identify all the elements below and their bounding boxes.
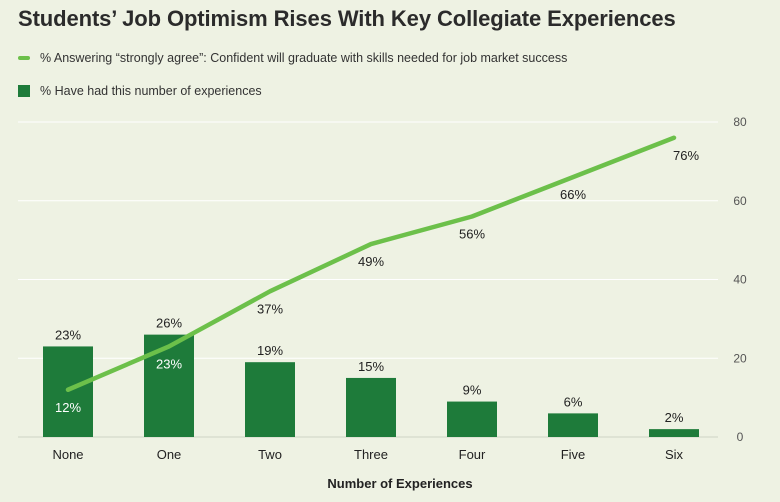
bar-data-label: 9% bbox=[463, 383, 482, 398]
bar-data-label: 2% bbox=[665, 410, 684, 425]
x-tick-label: Six bbox=[665, 447, 684, 462]
x-tick-label: Five bbox=[561, 447, 586, 462]
legend-item-line: % Answering “strongly agree”: Confident … bbox=[18, 50, 567, 66]
bar bbox=[447, 401, 497, 437]
bar bbox=[245, 362, 295, 437]
x-tick-label: None bbox=[52, 447, 83, 462]
chart-title: Students’ Job Optimism Rises With Key Co… bbox=[18, 6, 676, 31]
bar bbox=[346, 377, 396, 437]
line-data-label: 23% bbox=[156, 356, 182, 371]
line-layer bbox=[65, 135, 677, 392]
legend-line-label: % Answering “strongly agree”: Confident … bbox=[40, 51, 568, 65]
bar-data-label: 6% bbox=[564, 394, 583, 409]
x-tick-label: Four bbox=[459, 447, 486, 462]
legend-bar-label: % Have had this number of experiences bbox=[40, 84, 262, 98]
y-tick-label: 40 bbox=[733, 273, 747, 287]
chart-legend: % Answering “strongly agree”: Confident … bbox=[18, 50, 567, 116]
legend-bar-swatch bbox=[18, 85, 30, 97]
y-tick-label: 0 bbox=[737, 430, 744, 444]
y-tick-label: 60 bbox=[733, 194, 747, 208]
legend-line-swatch bbox=[18, 56, 30, 60]
label-layer: 23% 26% 19% 15% 9% 6% 2% 12% 23% 37% 49% 56% 66% 76% bbox=[55, 148, 699, 425]
x-tick-label: Two bbox=[258, 447, 282, 462]
grid-layer: 0 20 40 60 80 None One Two Three Four Five Six bbox=[18, 115, 747, 462]
x-tick-label: Three bbox=[354, 447, 388, 462]
legend-item-bar: % Have had this number of experiences bbox=[18, 83, 567, 99]
bar-data-label: 23% bbox=[55, 327, 81, 342]
bar-layer bbox=[43, 334, 699, 437]
line-data-label: 66% bbox=[560, 187, 586, 202]
x-axis-title: Number of Experiences bbox=[327, 476, 472, 491]
line-data-label: 56% bbox=[459, 227, 485, 242]
series-line bbox=[65, 135, 677, 392]
y-tick-label: 80 bbox=[733, 115, 747, 129]
bar-data-label: 26% bbox=[156, 316, 182, 331]
bar bbox=[144, 334, 194, 437]
bar-data-label: 19% bbox=[257, 343, 283, 358]
bar-data-label: 15% bbox=[358, 359, 384, 374]
line-data-label: 37% bbox=[257, 301, 283, 316]
line-data-label: 76% bbox=[673, 148, 699, 163]
x-tick-label: One bbox=[157, 447, 182, 462]
line-data-label: 12% bbox=[55, 400, 81, 415]
bar bbox=[649, 429, 699, 437]
bar bbox=[548, 413, 598, 437]
line-data-label: 49% bbox=[358, 254, 384, 269]
y-tick-label: 20 bbox=[733, 351, 747, 365]
